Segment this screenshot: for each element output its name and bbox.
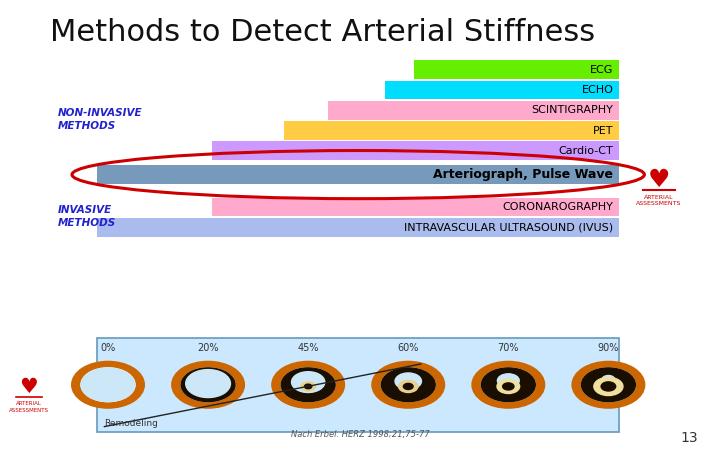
Circle shape [301, 382, 315, 391]
Circle shape [399, 380, 418, 392]
Circle shape [374, 363, 443, 406]
Circle shape [503, 383, 514, 390]
Circle shape [497, 379, 520, 393]
Text: PET: PET [593, 126, 613, 135]
Circle shape [482, 368, 535, 401]
Circle shape [382, 368, 435, 401]
Circle shape [282, 368, 335, 401]
Bar [414, 60, 619, 79]
Text: ÁRTERIAL
ASSESSMENTS: ÁRTERIAL ASSESSMENTS [9, 401, 49, 413]
Text: CORONAROGRAPHY: CORONAROGRAPHY [503, 202, 613, 212]
Text: Cardio-CT: Cardio-CT [559, 146, 613, 156]
Circle shape [582, 368, 635, 401]
Bar [97, 165, 619, 184]
Bar [328, 101, 619, 120]
Text: ECHO: ECHO [582, 85, 613, 95]
Text: ECG: ECG [590, 65, 613, 75]
Text: Methods to Detect Arterial Stiffness: Methods to Detect Arterial Stiffness [50, 18, 595, 47]
Circle shape [282, 368, 335, 401]
Bar [212, 198, 619, 216]
Text: INTRAVASCULAR ULTRASOUND (IVUS): INTRAVASCULAR ULTRASOUND (IVUS) [405, 222, 613, 232]
Circle shape [81, 368, 135, 401]
Text: ♥: ♥ [647, 168, 670, 192]
Text: 70%: 70% [498, 343, 519, 353]
Circle shape [186, 369, 230, 397]
Bar [97, 218, 619, 237]
Circle shape [181, 368, 235, 401]
Circle shape [582, 368, 635, 401]
Text: Arteriograph, Pulse Wave: Arteriograph, Pulse Wave [433, 168, 613, 181]
Text: 20%: 20% [197, 343, 219, 353]
Text: NON-INVASIVE
METHODS: NON-INVASIVE METHODS [58, 108, 143, 131]
Text: 90%: 90% [598, 343, 619, 353]
Circle shape [498, 374, 519, 387]
Text: Remodeling: Remodeling [104, 419, 158, 428]
Circle shape [174, 363, 243, 406]
Bar [97, 338, 619, 432]
Circle shape [81, 368, 135, 401]
Circle shape [274, 363, 343, 406]
Circle shape [602, 375, 615, 383]
Bar [284, 121, 619, 140]
Text: 45%: 45% [297, 343, 319, 353]
Text: ÁRTERIAL
ASSESSMENTS: ÁRTERIAL ASSESSMENTS [636, 195, 682, 206]
Circle shape [474, 363, 543, 406]
Circle shape [482, 368, 535, 401]
Circle shape [292, 372, 325, 392]
Circle shape [395, 373, 421, 389]
Text: ♥: ♥ [19, 377, 38, 397]
Circle shape [403, 383, 413, 389]
Text: INVASIVE
METHODS: INVASIVE METHODS [58, 205, 116, 229]
Circle shape [181, 368, 235, 401]
Text: 13: 13 [681, 432, 698, 446]
Circle shape [382, 368, 435, 401]
Circle shape [305, 384, 312, 389]
Text: 0%: 0% [100, 343, 116, 353]
Text: Nach Erbel. HERZ 1998;21,75-77: Nach Erbel. HERZ 1998;21,75-77 [291, 430, 429, 439]
Bar [385, 81, 619, 99]
Text: 60%: 60% [397, 343, 419, 353]
Circle shape [574, 363, 643, 406]
Bar [212, 141, 619, 160]
Circle shape [594, 378, 623, 396]
Text: SCINTIGRAPHY: SCINTIGRAPHY [531, 105, 613, 115]
Circle shape [73, 363, 143, 406]
Circle shape [601, 382, 616, 391]
